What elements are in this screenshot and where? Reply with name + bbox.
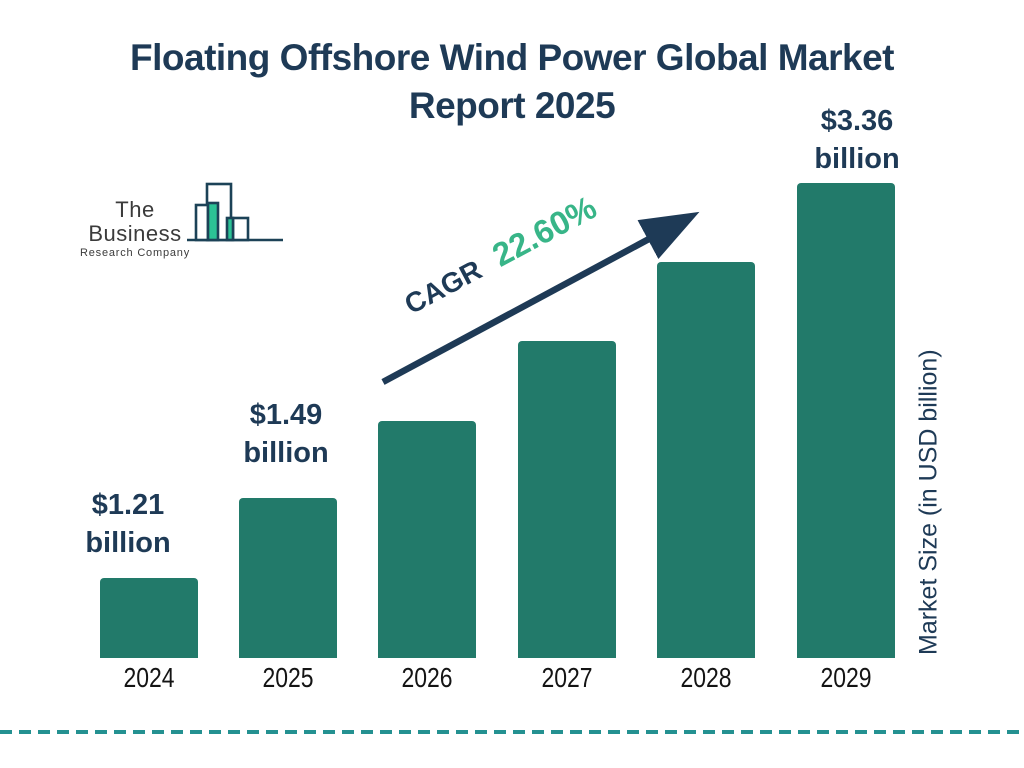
value-label-2025: $1.49 billion — [243, 399, 329, 469]
bar-2025 — [239, 498, 337, 658]
company-logo-bars-icon — [185, 174, 285, 244]
cagr-label: CAGR — [399, 253, 487, 321]
value-label-2024: $1.21 billion — [85, 489, 171, 559]
page-title-line1: Floating Offshore Wind Power Global Mark… — [130, 37, 894, 78]
x-tick-2029: 2029 — [820, 662, 872, 693]
x-tick-2028: 2028 — [680, 662, 732, 693]
company-name: The Business — [88, 197, 182, 246]
x-tick-2026: 2026 — [401, 662, 453, 693]
bar-2029 — [797, 183, 895, 658]
bar-2027 — [518, 341, 616, 658]
x-tick-2027: 2027 — [541, 662, 593, 693]
page-title: Floating Offshore Wind Power Global Mark… — [0, 34, 1024, 130]
company-logo-text: The Business Research Company — [76, 197, 194, 260]
bar-2026 — [378, 421, 476, 658]
x-tick-2025: 2025 — [262, 662, 314, 693]
x-tick-2024: 2024 — [123, 662, 175, 693]
y-axis-label: Market Size (in USD billion) — [914, 349, 943, 655]
bottom-dashed-divider — [0, 730, 1024, 734]
cagr-annotation: CAGR 22.60% — [397, 188, 603, 321]
value-label-2029: $3.36 billion — [814, 105, 900, 175]
bar-2028 — [657, 262, 755, 658]
page-title-line2: Report 2025 — [408, 85, 616, 126]
company-subname: Research Company — [79, 247, 190, 259]
company-logo: The Business Research Company — [76, 182, 283, 260]
cagr-value: 22.60% — [486, 188, 603, 274]
bar-2024 — [100, 578, 198, 658]
